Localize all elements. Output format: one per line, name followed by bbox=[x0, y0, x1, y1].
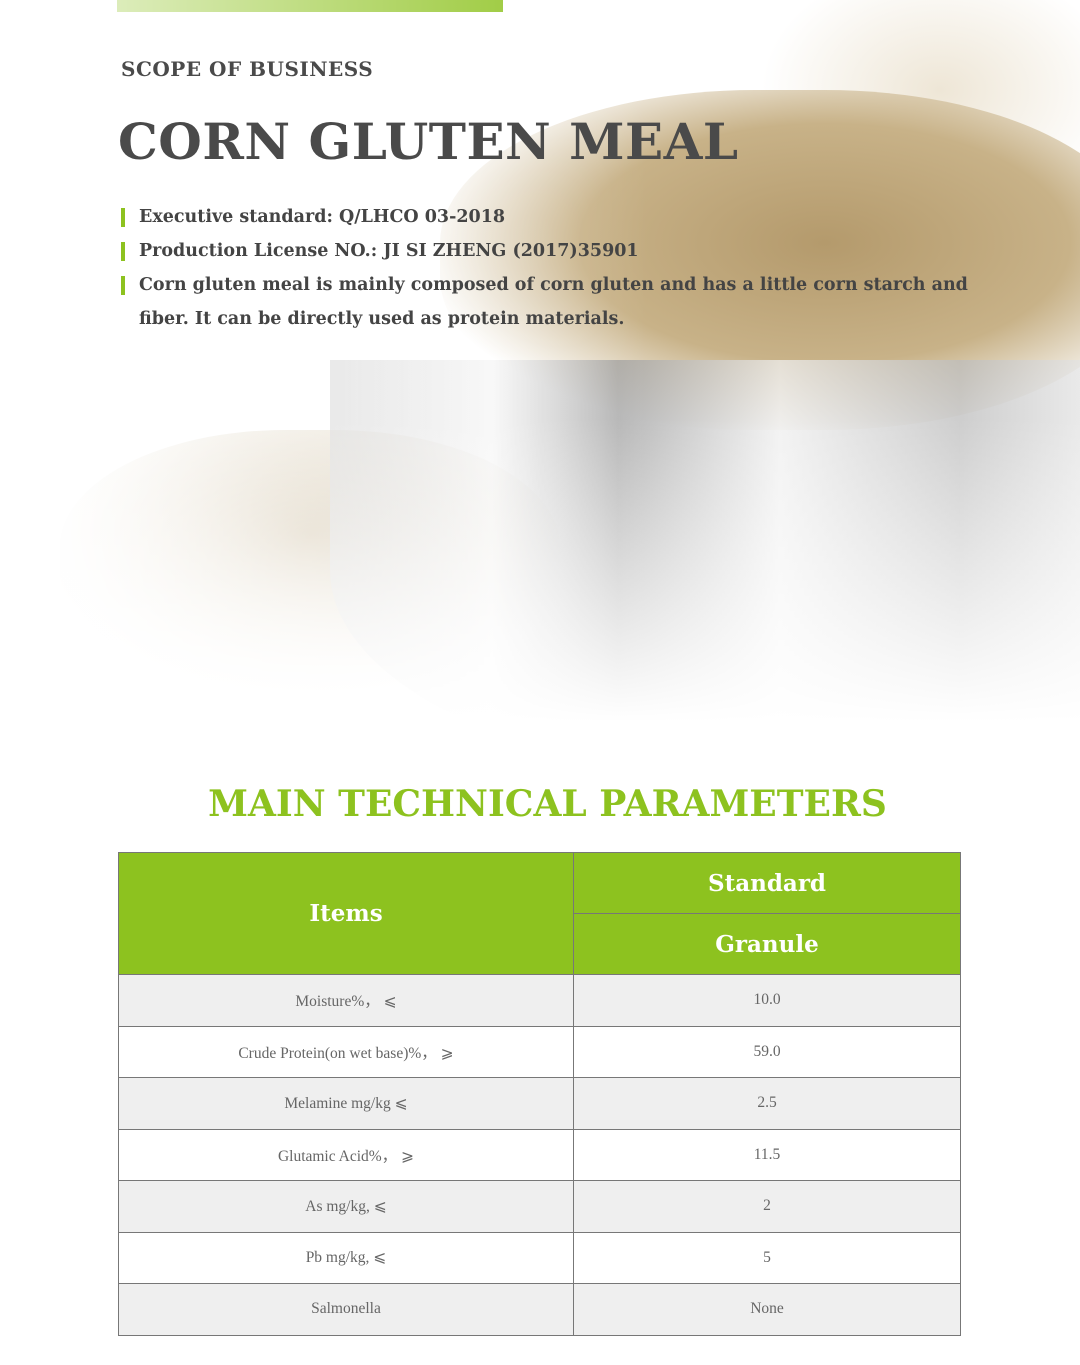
item-cell: Melamine mg/kg ⩽ bbox=[118, 1077, 574, 1130]
product-info: Executive standard: Q/LHCO 03-2018 Produ… bbox=[121, 200, 971, 336]
value-cell: 2 bbox=[573, 1180, 961, 1233]
table-row: Crude Protein(on wet base)%， ⩾ 59.0 bbox=[118, 1025, 961, 1078]
bullet-bar bbox=[121, 242, 125, 261]
hero-image-pet-food-bowl bbox=[0, 0, 1080, 760]
table-row: As mg/kg, ⩽ 2 bbox=[118, 1180, 961, 1233]
value-cell: None bbox=[573, 1283, 961, 1336]
header-items: Items bbox=[118, 852, 574, 975]
value-cell: 5 bbox=[573, 1231, 961, 1284]
item-cell: Salmonella bbox=[118, 1283, 574, 1336]
bullet-bar bbox=[121, 208, 125, 227]
item-cell: As mg/kg, ⩽ bbox=[118, 1180, 574, 1233]
page-title: CORN GLUTEN MEAL bbox=[118, 112, 739, 171]
params-title: MAIN TECHNICAL PARAMETERS bbox=[208, 783, 887, 825]
value-cell: 11.5 bbox=[573, 1128, 961, 1181]
section-label: SCOPE OF BUSINESS bbox=[121, 57, 374, 81]
info-line: Executive standard: Q/LHCO 03-2018 bbox=[121, 200, 971, 234]
table-row: Pb mg/kg, ⩽ 5 bbox=[118, 1231, 961, 1284]
table-row: Glutamic Acid%， ⩾ 11.5 bbox=[118, 1128, 961, 1181]
info-line: Production License NO.: JI SI ZHENG (201… bbox=[121, 234, 971, 268]
bullet-bar bbox=[121, 276, 125, 295]
value-cell: 59.0 bbox=[573, 1025, 961, 1078]
item-cell: Crude Protein(on wet base)%， ⩾ bbox=[118, 1025, 574, 1078]
value-cell: 2.5 bbox=[573, 1077, 961, 1130]
header-granule: Granule bbox=[573, 913, 961, 975]
item-cell: Glutamic Acid%， ⩾ bbox=[118, 1128, 574, 1181]
table-row: Salmonella None bbox=[118, 1283, 961, 1336]
item-cell: Moisture%， ⩽ bbox=[118, 974, 574, 1027]
info-line: Corn gluten meal is mainly composed of c… bbox=[121, 268, 971, 336]
table-row: Melamine mg/kg ⩽ 2.5 bbox=[118, 1077, 961, 1130]
header-standard: Standard bbox=[573, 852, 961, 914]
params-table: Items Standard Granule Moisture%， ⩽ 10.0 C… bbox=[118, 852, 961, 1336]
value-cell: 10.0 bbox=[573, 974, 961, 1027]
table-row: Moisture%， ⩽ 10.0 bbox=[118, 974, 961, 1027]
item-cell: Pb mg/kg, ⩽ bbox=[118, 1231, 574, 1284]
